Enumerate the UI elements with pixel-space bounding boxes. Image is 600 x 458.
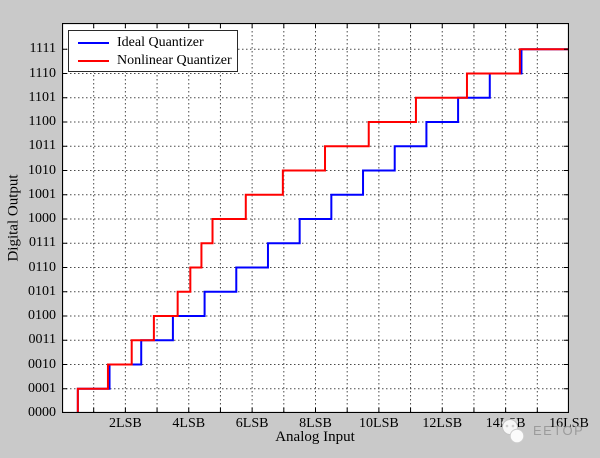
legend-label-nonlinear: Nonlinear Quantizer <box>117 53 232 68</box>
y-tick-label: 1010 <box>28 162 56 178</box>
x-tick-label: 6LSB <box>235 416 269 431</box>
eetop-watermark: EETOP <box>499 417 584 444</box>
y-tick-label: 0000 <box>28 405 56 420</box>
y-tick-label: 1110 <box>29 65 56 81</box>
legend-entry-nonlinear: Nonlinear Quantizer <box>69 52 237 70</box>
legend-line-sample-ideal <box>78 42 109 44</box>
legend-line-sample-nonlinear <box>78 60 109 62</box>
y-tick-label: 1111 <box>29 41 56 57</box>
chart-canvas <box>62 23 569 413</box>
y-tick-label: 0011 <box>28 332 56 348</box>
legend-box: Ideal Quantizer Nonlinear Quantizer <box>68 30 238 72</box>
y-tick-label: 0010 <box>28 356 56 372</box>
y-tick-label: 1100 <box>28 114 56 129</box>
plot-area: Ideal Quantizer Nonlinear Quantizer <box>62 23 569 413</box>
x-axis-title: Analog Input <box>275 429 355 445</box>
y-tick-label: 1000 <box>28 211 56 226</box>
x-tick-label: 12LSB <box>422 416 463 431</box>
legend-label-ideal: Ideal Quantizer <box>117 35 204 50</box>
y-tick-label: 1001 <box>28 186 56 202</box>
y-tick-label: 1011 <box>28 138 56 154</box>
x-tick-label: 10LSB <box>359 416 399 431</box>
eetop-panda-logo-icon <box>501 418 525 444</box>
legend-entry-ideal: Ideal Quantizer <box>69 34 237 52</box>
x-tick-label: 4LSB <box>172 416 206 431</box>
y-axis-title: Digital Output <box>5 174 22 262</box>
x-tick-label: 2LSB <box>109 416 142 431</box>
y-tick-label: 0111 <box>29 235 56 251</box>
eetop-watermark-text: EETOP <box>533 423 585 438</box>
y-tick-label: 1101 <box>28 89 56 105</box>
y-tick-label: 0110 <box>28 259 56 275</box>
y-tick-label: 0101 <box>28 283 56 299</box>
x-tick-label: 16LSB <box>549 416 589 431</box>
y-tick-label: 0001 <box>28 380 56 396</box>
y-tick-label: 0100 <box>28 308 56 323</box>
x-tick-label: 8LSB <box>299 416 332 431</box>
